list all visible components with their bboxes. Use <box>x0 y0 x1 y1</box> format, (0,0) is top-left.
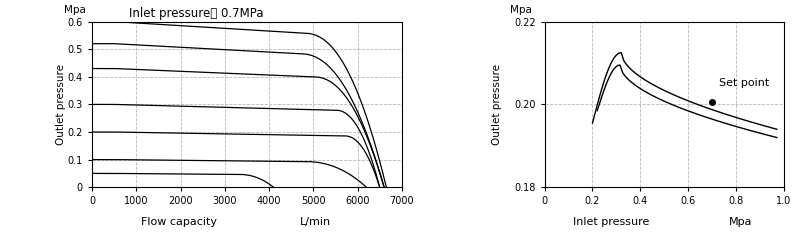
Text: Inlet pressure： 0.7MPa: Inlet pressure： 0.7MPa <box>129 7 264 20</box>
Text: Set point: Set point <box>719 78 770 88</box>
Text: Mpa: Mpa <box>729 217 753 227</box>
Text: Outlet pressure: Outlet pressure <box>56 64 66 145</box>
Text: Mpa: Mpa <box>64 5 86 15</box>
Text: Inlet pressure: Inlet pressure <box>574 217 650 227</box>
Text: L/min: L/min <box>299 217 330 227</box>
Text: Flow capacity: Flow capacity <box>141 217 217 227</box>
Text: Outlet pressure: Outlet pressure <box>492 64 502 145</box>
Text: Mpa: Mpa <box>510 5 532 15</box>
